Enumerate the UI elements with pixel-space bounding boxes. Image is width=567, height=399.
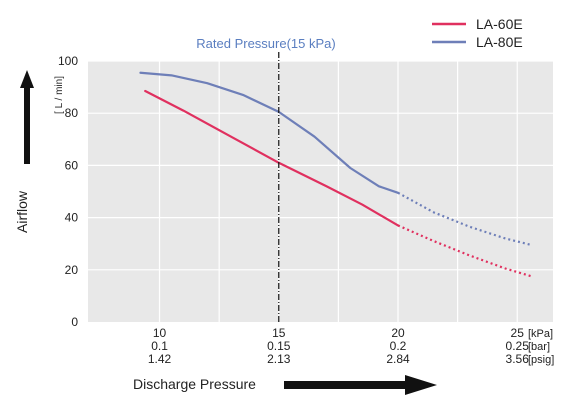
series-dotted-la-60e <box>397 224 532 278</box>
x-tick-label: 15 <box>272 326 286 340</box>
y-axis-title: Airflow <box>14 190 30 233</box>
rated-pressure-annotation: Rated Pressure(15 kPa) <box>196 36 335 51</box>
y-axis-arrow-shaft <box>24 86 30 164</box>
x-tick-label: 2.13 <box>267 352 291 366</box>
plot-area <box>88 60 553 322</box>
x-axis-arrow <box>284 375 437 395</box>
x-tick-label: 0.25 <box>506 339 530 353</box>
x-tick-label: 0.2 <box>390 339 407 353</box>
x-tick-label: 3.56 <box>506 352 530 366</box>
x-unit-label: [bar] <box>528 341 550 353</box>
y-axis-unit: [ L / min] <box>54 76 65 114</box>
y-axis-arrow <box>20 70 34 88</box>
series-dotted-la-80e <box>397 191 532 247</box>
y-axis-title-group: Airflow [ L / min] <box>14 70 65 233</box>
x-unit-labels: [kPa][bar][psig] <box>528 328 554 366</box>
x-tick-label: 0.15 <box>267 339 291 353</box>
x-unit-label: [kPa] <box>528 328 553 340</box>
x-tick-label: 10 <box>153 326 167 340</box>
y-tick-label: 60 <box>65 158 79 172</box>
y-tick-label: 40 <box>65 211 79 225</box>
x-tick-label: 2.84 <box>386 352 410 366</box>
x-tick-label: 25 <box>511 326 525 340</box>
grid-lines <box>88 60 553 322</box>
y-tick-label: 20 <box>65 263 79 277</box>
x-unit-label: [psig] <box>528 354 554 366</box>
x-tick-label: 1.42 <box>148 352 172 366</box>
x-tick-labels: 100.11.42 150.152.13 200.22.84 250.253.56 <box>148 326 529 366</box>
x-axis-title: Discharge Pressure <box>133 376 256 392</box>
x-tick-label: 20 <box>391 326 405 340</box>
y-tick-labels: 0 20 40 60 80 100 <box>58 54 78 329</box>
x-tick-label: 0.1 <box>151 339 168 353</box>
x-axis-title-group: Discharge Pressure <box>133 375 437 395</box>
legend: LA-60E LA-80E <box>432 16 523 50</box>
y-tick-label: 100 <box>58 54 78 68</box>
plot-background <box>88 61 553 322</box>
legend-label-la-60e: LA-60E <box>476 16 523 32</box>
y-tick-label: 0 <box>71 315 78 329</box>
legend-label-la-80e: LA-80E <box>476 34 523 50</box>
y-tick-label: 80 <box>65 106 79 120</box>
